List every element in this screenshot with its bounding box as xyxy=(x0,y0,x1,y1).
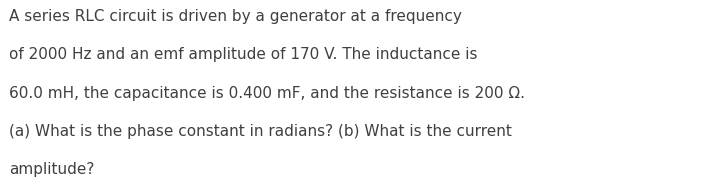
Text: amplitude?: amplitude? xyxy=(9,162,94,177)
Text: 60.0 mH, the capacitance is 0.400 mF, and the resistance is 200 Ω.: 60.0 mH, the capacitance is 0.400 mF, an… xyxy=(9,86,525,100)
Text: A series RLC circuit is driven by a generator at a frequency: A series RLC circuit is driven by a gene… xyxy=(9,9,461,24)
Text: (a) What is the phase constant in radians? (b) What is the current: (a) What is the phase constant in radian… xyxy=(9,124,512,139)
Text: of 2000 Hz and an emf amplitude of 170 V. The inductance is: of 2000 Hz and an emf amplitude of 170 V… xyxy=(9,47,477,62)
